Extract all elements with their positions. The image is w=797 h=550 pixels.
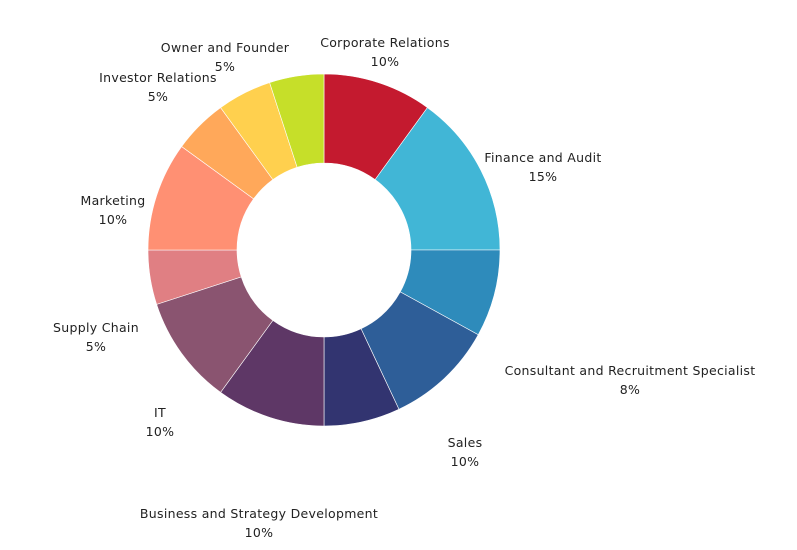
label-name: Owner and Founder: [160, 40, 290, 55]
label-sales: Sales 10%: [448, 433, 483, 471]
label-name: IT: [154, 405, 166, 420]
label-value: 10%: [450, 454, 480, 469]
label-name: Investor Relations: [99, 70, 217, 85]
donut-slice-unlabeled-11: [269, 73, 325, 168]
label-investor-relations: Investor Relations 5%: [99, 68, 217, 106]
label-name: Marketing: [80, 193, 146, 208]
label-value: 5%: [214, 59, 236, 74]
label-value: 5%: [85, 339, 107, 354]
label-business-strategy: Business and Strategy Development 10%: [140, 504, 378, 542]
label-name: Supply Chain: [53, 320, 139, 335]
label-value: 15%: [528, 169, 558, 184]
label-value: 10%: [244, 525, 274, 540]
label-value: 10%: [145, 424, 175, 439]
label-corporate-relations: Corporate Relations 10%: [320, 33, 450, 71]
label-value: 10%: [98, 212, 128, 227]
label-marketing: Marketing 10%: [81, 191, 146, 229]
label-value: 10%: [370, 54, 400, 69]
label-name: Business and Strategy Development: [139, 506, 379, 521]
label-value: 5%: [147, 89, 169, 104]
label-it: IT 10%: [146, 403, 175, 441]
label-consultant: Consultant and Recruitment Specialist 8%: [505, 361, 756, 399]
label-name: Finance and Audit: [484, 150, 602, 165]
label-name: Consultant and Recruitment Specialist: [504, 363, 756, 378]
label-supply-chain: Supply Chain 5%: [53, 318, 139, 356]
label-owner-and-founder: Owner and Founder 5%: [161, 38, 289, 76]
donut-slice-finance-and-audit: [374, 107, 501, 251]
label-value: 8%: [619, 382, 641, 397]
label-finance-and-audit: Finance and Audit 15%: [484, 148, 601, 186]
label-name: Corporate Relations: [320, 35, 450, 50]
label-name: Sales: [447, 435, 483, 450]
